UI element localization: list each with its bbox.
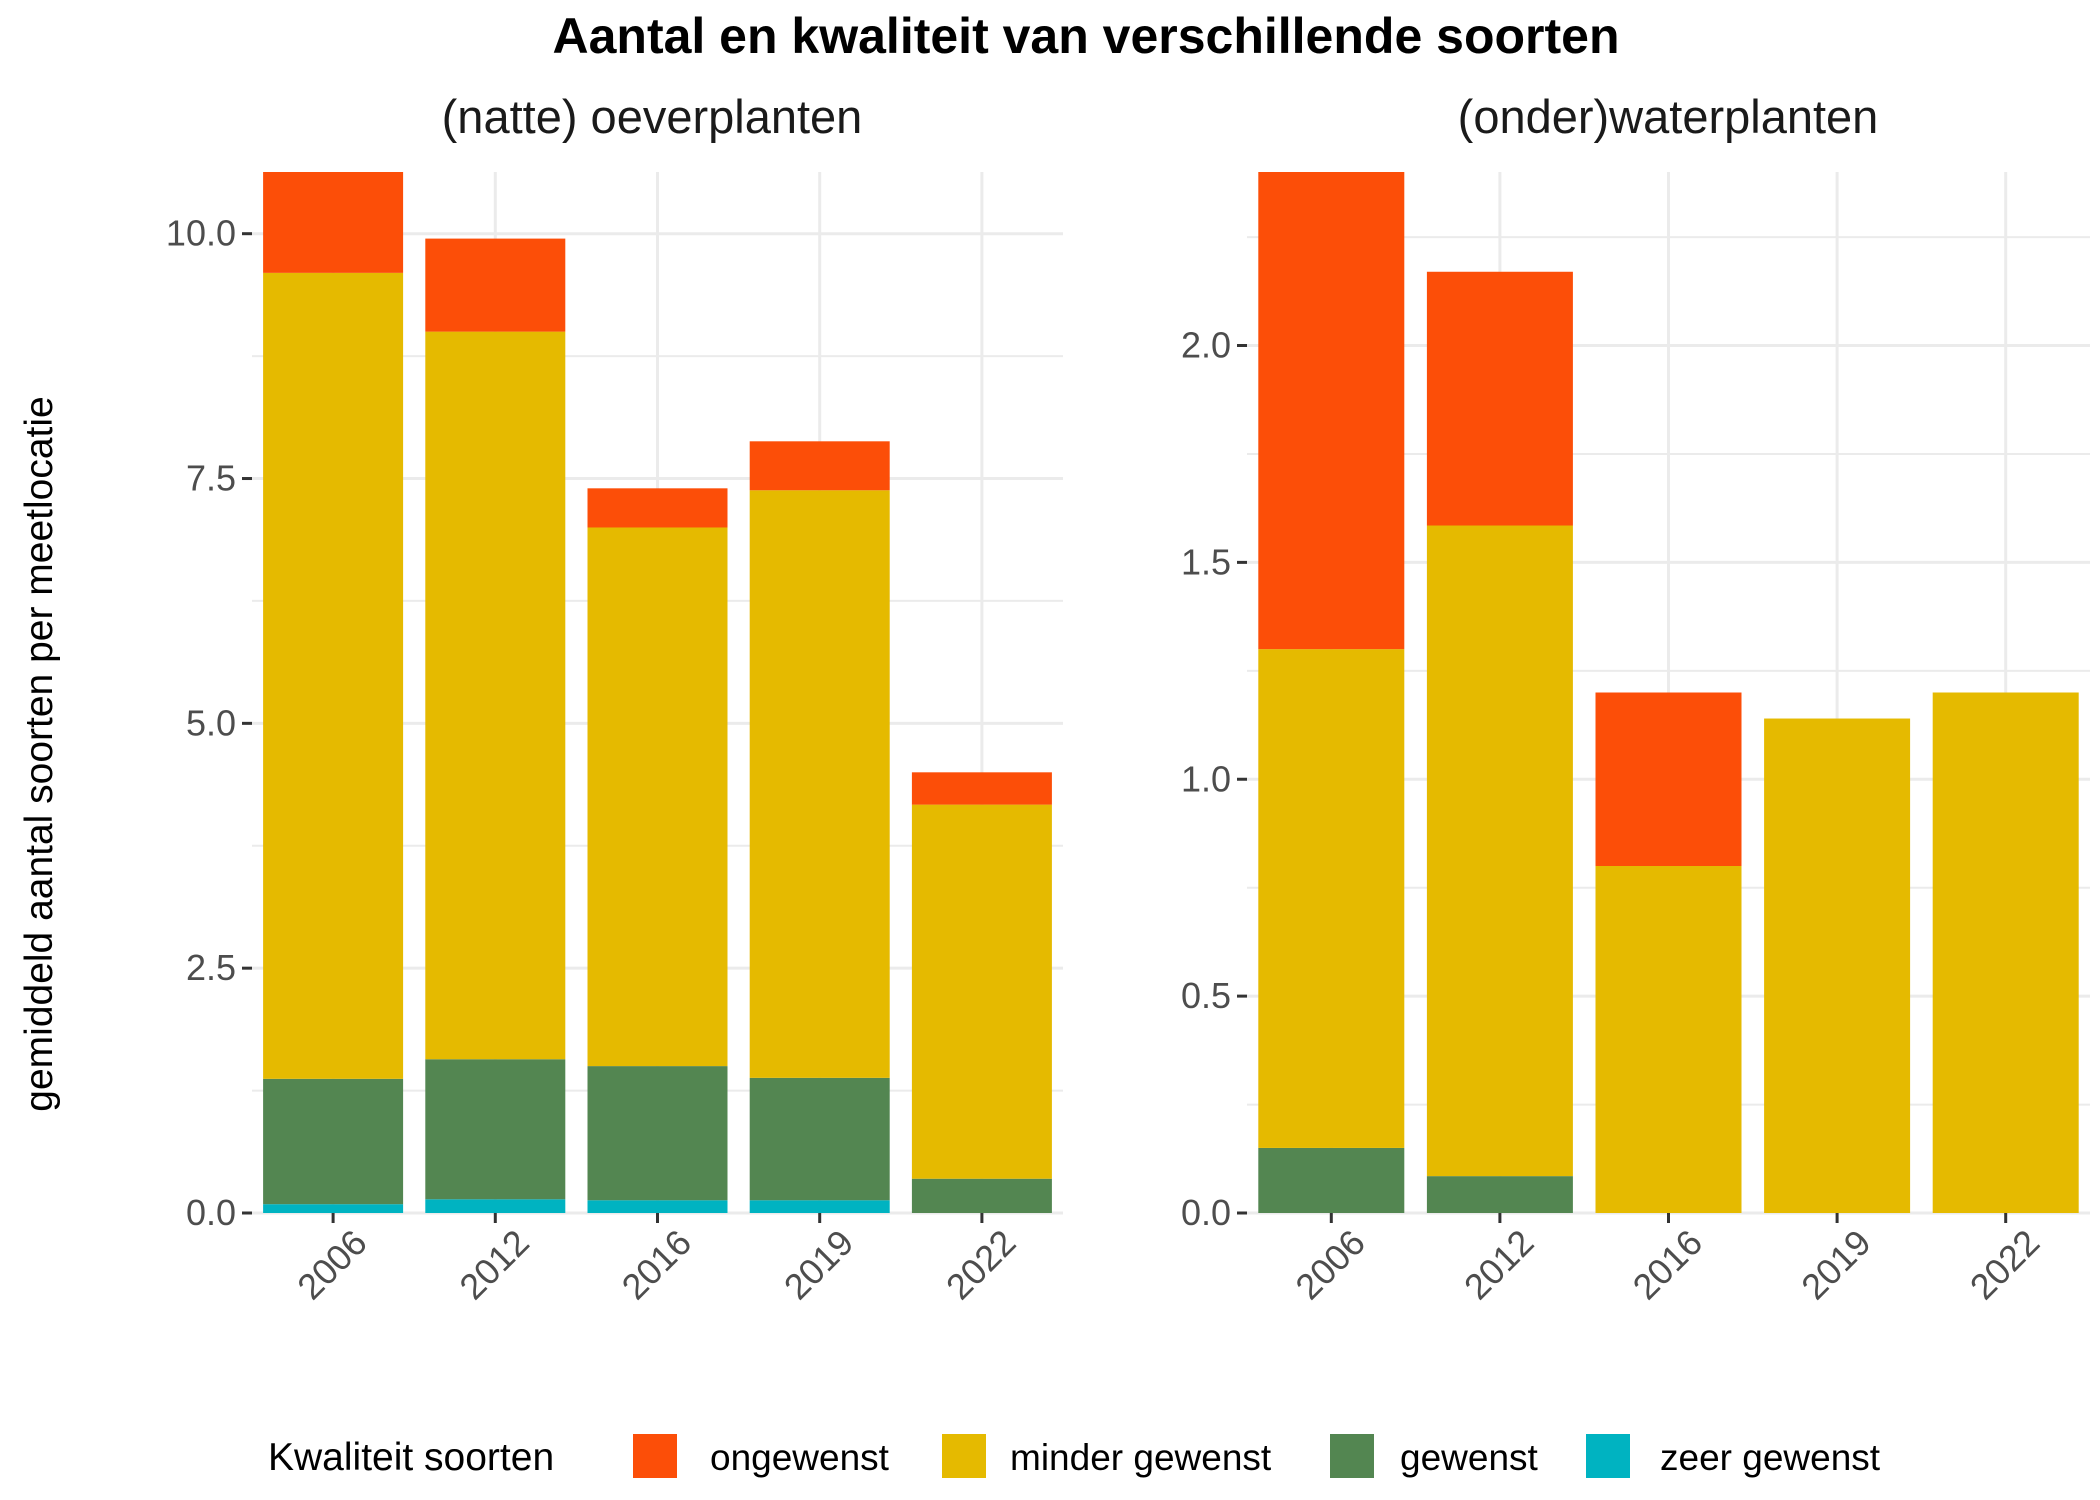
x-tick-label: 2016 [1625, 1222, 1711, 1308]
bar-2006-ongewenst [263, 172, 404, 273]
y-axis: 0.0 0.5 1.0 1.5 2.0 [1181, 325, 1247, 1233]
bar-2006-minder-gewenst [1258, 649, 1405, 1148]
bar-2016-zeer-gewenst [587, 1200, 728, 1213]
y-tick-label: 2.0 [1181, 325, 1231, 366]
bar-2012-zeer-gewenst [425, 1199, 566, 1213]
bar-2019-minder-gewenst [1764, 718, 1911, 1213]
legend-key-minder-gewenst [942, 1434, 986, 1478]
x-tick-label: 2022 [938, 1222, 1024, 1308]
legend: Kwaliteit soorten ongewenst minder gewenst… [268, 1434, 1881, 1479]
bar-2006-zeer-gewenst [263, 1204, 404, 1213]
x-tick-label: 2006 [289, 1222, 375, 1308]
legend-label: ongewenst [710, 1437, 890, 1478]
bar-2016-gewenst [587, 1066, 728, 1201]
bars [1258, 172, 2079, 1213]
x-axis: 2006 2012 2016 2019 2022 [1287, 1213, 2047, 1307]
y-axis-title: gemiddeld aantal soorten per meetlocatie [18, 396, 61, 1111]
bar-2012-minder-gewenst [1426, 525, 1573, 1177]
y-tick-label: 0.0 [186, 1192, 236, 1233]
x-tick-label: 2019 [1793, 1222, 1879, 1308]
legend-key-zeer-gewenst [1586, 1434, 1630, 1478]
y-tick-label: 0.0 [1181, 1192, 1231, 1233]
bar-2019-ongewenst [749, 441, 890, 491]
chart-title: Aantal en kwaliteit van verschillende so… [552, 8, 1619, 64]
bar-2016-minder-gewenst [1595, 866, 1742, 1213]
x-tick-label: 2016 [614, 1222, 700, 1308]
y-tick-label: 1.0 [1181, 758, 1231, 799]
bar-2022-ongewenst [911, 772, 1052, 805]
bar-2016-ongewenst [587, 488, 728, 528]
bar-2022-gewenst [911, 1178, 1052, 1213]
bar-2006-minder-gewenst [263, 272, 404, 1079]
legend-key-gewenst [1330, 1434, 1374, 1478]
bar-2012-ongewenst [1426, 271, 1573, 526]
panels: (natte) oeverplanten 0.0 2.5 5.0 7.5 10.0 2006… [166, 90, 2090, 1307]
bar-2006-gewenst [1258, 1147, 1405, 1213]
bar-2012-minder-gewenst [425, 331, 566, 1060]
y-tick-label: 2.5 [186, 947, 236, 988]
x-tick-label: 2012 [1456, 1222, 1542, 1308]
x-tick-label: 2022 [1962, 1222, 2048, 1308]
bar-2016-minder-gewenst [587, 527, 728, 1067]
bar-2022-minder-gewenst [911, 804, 1052, 1179]
y-tick-label: 10.0 [166, 213, 236, 254]
legend-key-ongewenst [633, 1434, 677, 1478]
bar-2012-gewenst [1426, 1176, 1573, 1213]
legend-label: minder gewenst [1010, 1437, 1272, 1478]
bar-2012-ongewenst [425, 238, 566, 332]
y-tick-label: 5.0 [186, 702, 236, 743]
legend-title: Kwaliteit soorten [268, 1436, 554, 1479]
bar-2019-minder-gewenst [749, 490, 890, 1078]
bar-2022-minder-gewenst [1932, 692, 2079, 1213]
panel-title: (natte) oeverplanten [442, 90, 863, 143]
bars [263, 172, 1052, 1213]
y-tick-label: 7.5 [186, 458, 236, 499]
bar-2019-gewenst [749, 1077, 890, 1201]
x-tick-label: 2012 [451, 1222, 537, 1308]
legend-label: zeer gewenst [1660, 1437, 1881, 1478]
bar-2019-zeer-gewenst [749, 1200, 890, 1213]
y-tick-label: 1.5 [1181, 541, 1231, 582]
panel-1: (natte) oeverplanten 0.0 2.5 5.0 7.5 10.0 2006… [166, 90, 1063, 1307]
y-tick-label: 0.5 [1181, 975, 1231, 1016]
bar-2006-ongewenst [1258, 172, 1405, 650]
x-tick-label: 2019 [776, 1222, 862, 1308]
panel-title: (onder)waterplanten [1458, 90, 1879, 143]
bar-2016-ongewenst [1595, 692, 1742, 866]
x-axis: 2006 2012 2016 2019 2022 [289, 1213, 1024, 1308]
bar-2012-gewenst [425, 1059, 566, 1200]
legend-label: gewenst [1400, 1437, 1539, 1478]
x-tick-label: 2006 [1287, 1222, 1373, 1308]
y-axis: 0.0 2.5 5.0 7.5 10.0 [166, 213, 252, 1233]
bar-2006-gewenst [263, 1078, 404, 1205]
